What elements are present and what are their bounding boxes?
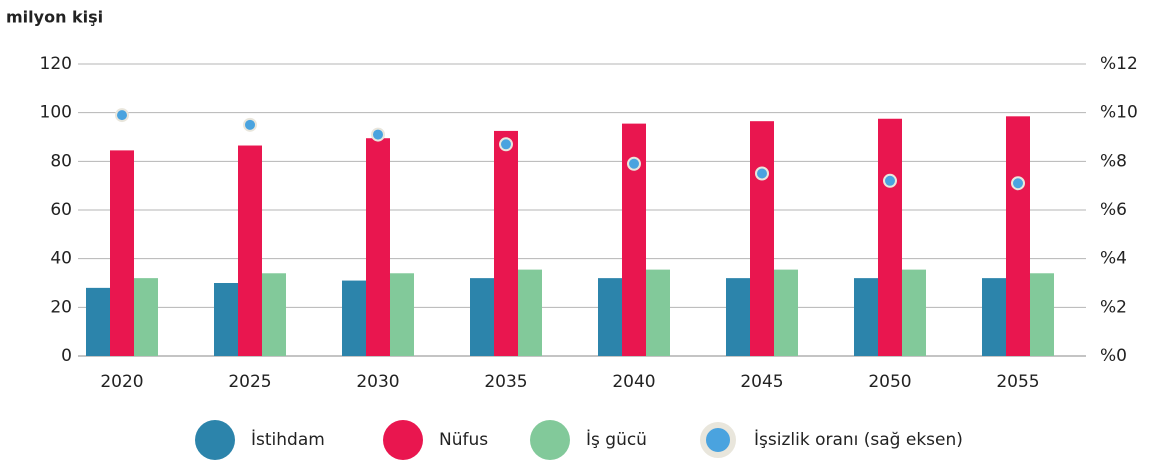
y-tick-label: 100 <box>40 103 72 123</box>
legend-marker <box>383 420 423 460</box>
legend-marker <box>700 422 736 458</box>
x-tick-label: 2030 <box>356 372 399 392</box>
bar <box>1006 116 1030 356</box>
legend-label: İş gücü <box>586 429 647 450</box>
bar <box>902 269 926 356</box>
legend-marker <box>530 420 570 460</box>
y2-tick-label: %0 <box>1100 346 1127 366</box>
legend-marker <box>195 420 235 460</box>
bar <box>646 269 670 356</box>
y-tick-label: 80 <box>50 151 72 171</box>
y2-tick-label: %8 <box>1100 151 1127 171</box>
y2-tick-label: %2 <box>1100 297 1127 317</box>
point <box>755 166 769 181</box>
bar <box>774 269 798 356</box>
y-tick-label: 40 <box>50 249 72 269</box>
y2-tick-label: %6 <box>1100 200 1127 220</box>
bar <box>470 278 494 356</box>
point <box>115 108 129 123</box>
legend-label: Nüfus <box>439 430 488 450</box>
bar <box>390 273 414 356</box>
point <box>883 173 897 188</box>
bar <box>598 278 622 356</box>
bar <box>238 145 262 356</box>
point <box>499 137 513 152</box>
point <box>1011 176 1025 191</box>
bar <box>366 138 390 356</box>
x-tick-label: 2050 <box>868 372 911 392</box>
x-tick-label: 2055 <box>996 372 1039 392</box>
point <box>371 127 385 142</box>
bar <box>1030 273 1054 356</box>
x-tick-label: 2045 <box>740 372 783 392</box>
bar <box>750 121 774 356</box>
y-tick-label: 60 <box>50 200 72 220</box>
point <box>627 156 641 171</box>
bar <box>854 278 878 356</box>
y2-tick-label: %4 <box>1100 249 1127 269</box>
bar <box>86 287 110 356</box>
bar <box>342 280 366 356</box>
x-tick-label: 2020 <box>100 372 143 392</box>
legend-label: İstihdam <box>251 429 325 450</box>
bar <box>262 273 286 356</box>
x-tick-label: 2025 <box>228 372 271 392</box>
bar <box>726 278 750 356</box>
y-tick-label: 20 <box>50 297 72 317</box>
bar <box>214 283 238 356</box>
y2-tick-label: %10 <box>1100 103 1138 123</box>
bar <box>494 130 518 356</box>
bar <box>982 278 1006 356</box>
bar <box>134 278 158 356</box>
legend-label: İşsizlik oranı (sağ eksen) <box>754 429 963 450</box>
y-axis-label: milyon kişi <box>6 8 103 27</box>
point <box>243 117 257 132</box>
x-tick-label: 2040 <box>612 372 655 392</box>
y2-tick-label: %12 <box>1100 54 1138 74</box>
y-tick-label: 120 <box>40 54 72 74</box>
x-tick-label: 2035 <box>484 372 527 392</box>
y-tick-label: 0 <box>61 346 72 366</box>
bar <box>878 118 902 356</box>
bar <box>110 150 134 356</box>
bar <box>518 269 542 356</box>
